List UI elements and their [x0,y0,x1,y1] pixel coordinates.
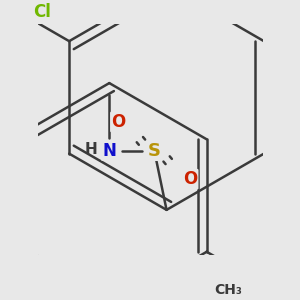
Text: H: H [84,142,97,157]
Text: O: O [183,170,197,188]
Text: S: S [148,142,161,160]
Text: N: N [102,142,116,160]
Text: O: O [111,113,126,131]
Text: Cl: Cl [34,3,51,21]
Text: CH₃: CH₃ [214,283,242,297]
